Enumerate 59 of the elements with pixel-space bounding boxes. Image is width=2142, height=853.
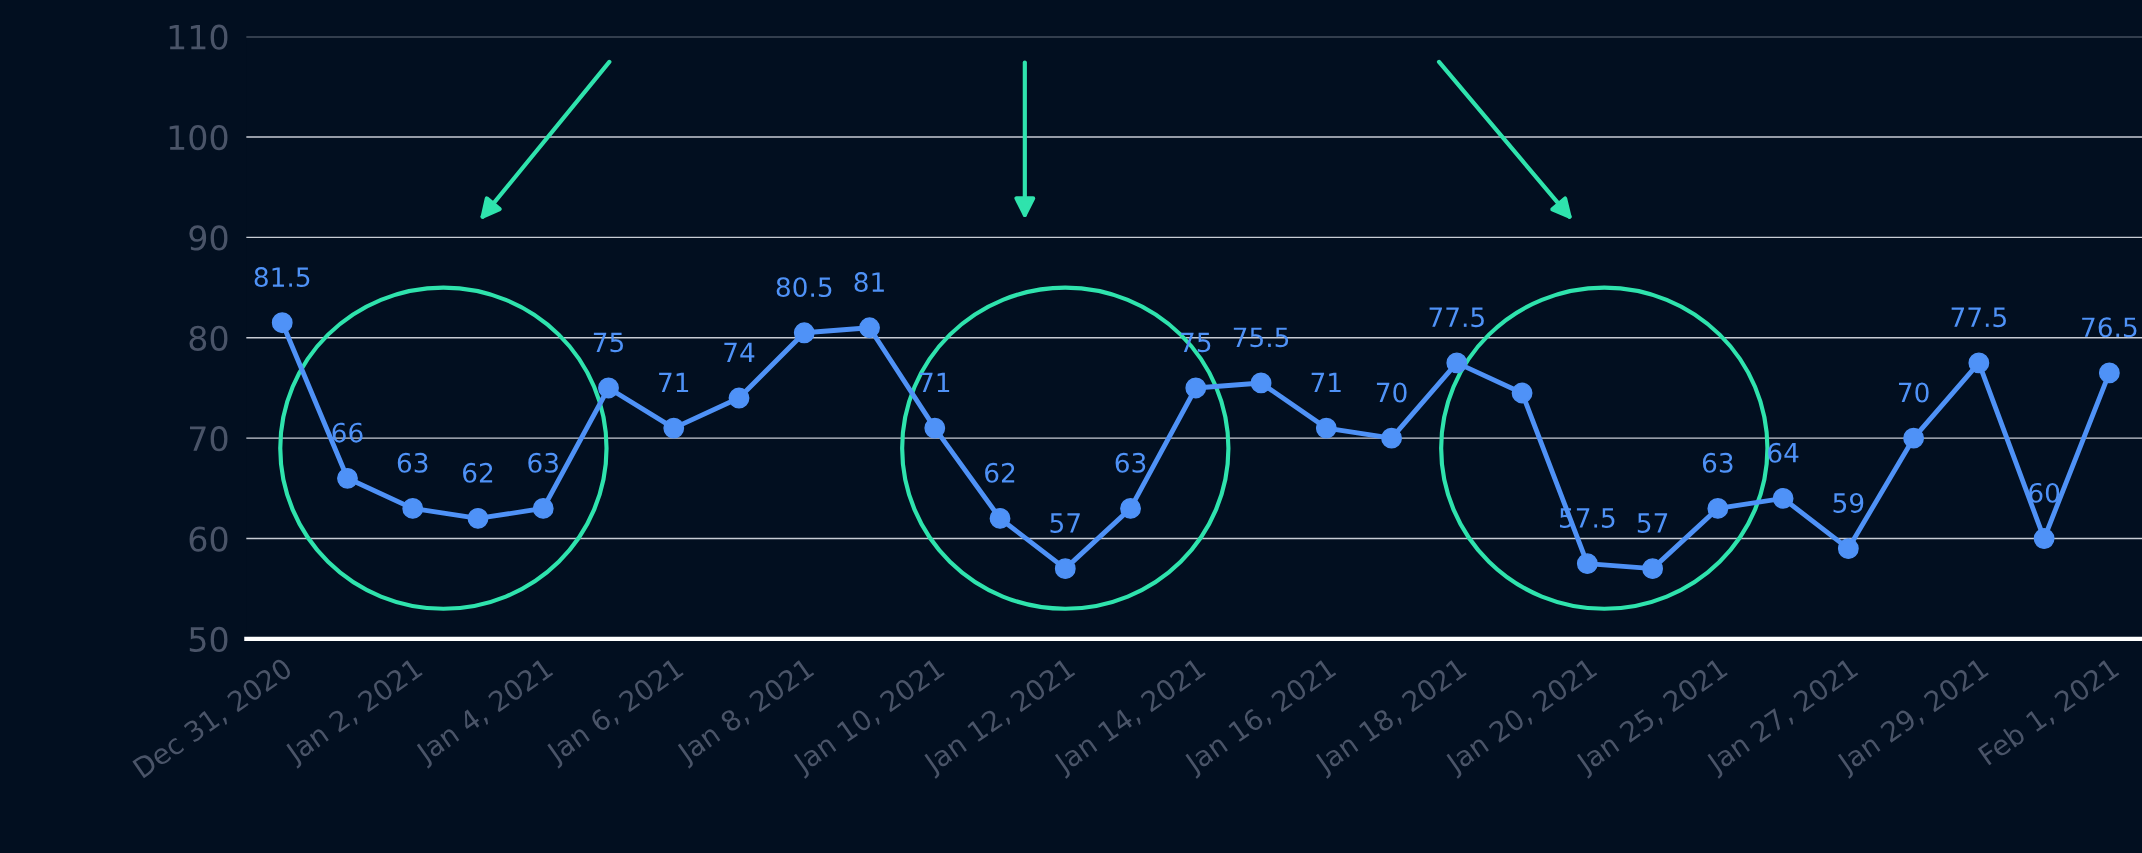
point (989, 508, 1011, 529)
point (1837, 538, 1859, 559)
point (1576, 553, 1598, 575)
point (1446, 352, 1468, 374)
data-label: 71 (659, 372, 689, 393)
data-label: 81.5 (254, 267, 310, 288)
point (728, 387, 750, 409)
point (598, 377, 619, 399)
data-label: 57 (1637, 513, 1668, 533)
point (1968, 352, 1990, 374)
data-label: 63 (1115, 452, 1146, 473)
point (924, 417, 946, 439)
data-label: 70 (1898, 382, 1929, 403)
point (663, 417, 685, 439)
point (1054, 558, 1076, 580)
data-label: 74 (724, 342, 755, 362)
data-label: 75 (593, 332, 623, 353)
data-label: 81 (854, 272, 884, 293)
data-label: 80.5 (776, 277, 832, 298)
point (1185, 377, 1207, 399)
data-label: 62 (985, 462, 1015, 483)
y-tick-label: 60 (189, 526, 228, 552)
y-tick-label: 100 (169, 124, 228, 151)
y-tick-label: 90 (189, 225, 228, 251)
point (1772, 487, 1794, 509)
data-label: 71 (1311, 372, 1341, 393)
point (1381, 427, 1402, 449)
data-label: 77.5 (1429, 307, 1484, 328)
point (2033, 528, 2055, 549)
point (1120, 497, 1141, 519)
point (1250, 372, 1272, 394)
data-label: 76.5 (2082, 317, 2137, 338)
point (1642, 558, 1664, 580)
y-tick-label: 70 (189, 426, 228, 452)
point (337, 467, 358, 489)
data-label: 59 (1833, 492, 1864, 513)
point (532, 497, 554, 519)
point (1707, 497, 1729, 519)
data-label: 57 (1050, 513, 1080, 533)
data-label: 63 (1702, 452, 1733, 473)
point (1511, 382, 1533, 404)
y-tick-label: 80 (189, 325, 228, 351)
y-tick-label: 50 (189, 626, 228, 653)
data-label: 63 (397, 452, 428, 473)
point (793, 322, 815, 344)
data-label: 60 (2029, 482, 2060, 503)
point (2098, 362, 2120, 384)
data-label: 77.5 (1951, 307, 2006, 328)
point (402, 497, 424, 519)
data-label: 62 (463, 462, 493, 483)
point (467, 508, 489, 529)
y-tick-label: 110 (169, 24, 228, 50)
data-label: 71 (920, 372, 950, 393)
data-label: 63 (528, 452, 558, 473)
point (1903, 427, 1925, 449)
point (271, 312, 293, 334)
point (1315, 417, 1337, 439)
point (859, 317, 880, 339)
data-label: 70 (1376, 382, 1407, 403)
